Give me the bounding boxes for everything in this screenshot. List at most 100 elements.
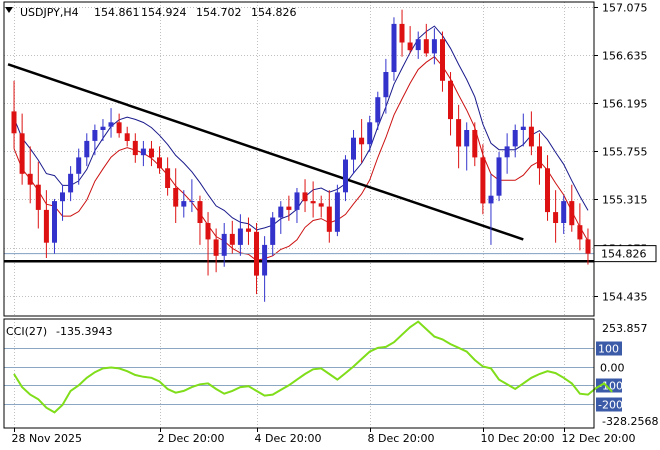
- candle-bear: [197, 201, 203, 223]
- candle-bull: [334, 192, 340, 232]
- time-tick-label: 12 Dec 20:00: [562, 432, 636, 445]
- candle-bull: [504, 146, 510, 158]
- candle-bear: [286, 206, 292, 210]
- axis-layer: 28 Nov 2025 2 Dec 20:00 4 Dec 20:00 8 Dec 2…: [3, 1, 657, 445]
- time-tick-label: 2 Dec 20:00: [158, 432, 225, 445]
- candle-bull: [221, 233, 227, 256]
- candle-bear: [359, 137, 365, 145]
- candle-bull: [262, 244, 268, 276]
- candle-bull: [520, 126, 526, 130]
- price-tick-label: 155.315: [602, 194, 648, 207]
- candle-bull: [415, 39, 421, 51]
- candles-layer: [11, 9, 591, 302]
- cci-level-tag: [596, 378, 622, 393]
- candle-bear: [399, 23, 405, 43]
- indicator-lines-layer: [4, 26, 594, 263]
- candle-bull: [464, 130, 470, 147]
- candle-bear: [132, 140, 138, 156]
- candle-bear: [246, 228, 251, 232]
- candle-bull: [189, 201, 195, 203]
- cci-level-label: 0.00: [600, 362, 625, 375]
- price-panel-frame: [3, 1, 595, 317]
- candle-bull: [391, 23, 397, 72]
- current-price-tag: [593, 245, 657, 263]
- candle-bull: [351, 137, 356, 160]
- cci-name: CCI(27): [6, 325, 47, 338]
- close-price: 154.826: [251, 6, 297, 19]
- candle-bull: [181, 201, 187, 207]
- candle-bear: [318, 203, 324, 207]
- candle-bull: [92, 130, 98, 141]
- candle-bear: [165, 168, 171, 188]
- cci-level-label: 100: [598, 343, 619, 356]
- candle-bear: [124, 133, 130, 141]
- candle-bear: [326, 206, 332, 232]
- candle-bear: [254, 231, 259, 276]
- candle-bear: [423, 39, 429, 54]
- price-tick-label: 156.195: [602, 98, 648, 111]
- high-price: 154.924: [141, 6, 187, 19]
- candle-bull: [375, 97, 381, 123]
- candle-bear: [448, 80, 453, 120]
- candle-bear: [472, 130, 478, 158]
- candle-bear: [213, 239, 219, 256]
- cci-value: -135.3943: [56, 325, 112, 338]
- candle-bear: [157, 157, 162, 169]
- candle-bear: [480, 157, 486, 204]
- candle-bear: [35, 184, 41, 210]
- candle-bull: [294, 192, 300, 210]
- candle-bear: [537, 146, 542, 169]
- candle-bear: [27, 173, 33, 185]
- cci-max-label: 253.857: [602, 322, 648, 335]
- candle-bear: [149, 148, 154, 158]
- candle-bear: [440, 39, 445, 81]
- cci-panel-frame: [3, 318, 595, 429]
- candle-bear: [229, 233, 235, 245]
- candle-bear: [302, 192, 308, 202]
- candle-bull: [367, 122, 373, 145]
- time-tick-label: 28 Nov 2025: [12, 432, 82, 445]
- current-price-label: 154.826: [601, 248, 647, 261]
- price-tick-label: 154.435: [602, 291, 648, 304]
- time-tick-label: 8 Dec 20:00: [368, 432, 435, 445]
- cci-line: [13, 320, 613, 414]
- time-tick-label: 4 Dec 20:00: [255, 432, 322, 445]
- time-tick-label: 10 Dec 20:00: [481, 432, 555, 445]
- dropdown-arrow-icon[interactable]: [5, 7, 13, 13]
- candle-bull: [561, 201, 567, 223]
- price-tick-label: 155.755: [602, 146, 648, 159]
- candle-bear: [456, 119, 462, 147]
- candle-bull: [84, 140, 90, 158]
- candle-bear: [569, 201, 575, 226]
- cci-level-label: -200: [598, 399, 623, 412]
- price-tick-label: 156.635: [602, 50, 648, 63]
- candle-bear: [585, 239, 591, 254]
- candle-bull: [431, 39, 437, 54]
- candle-bear: [19, 133, 25, 174]
- trendline: [7, 63, 524, 241]
- candle-bull: [108, 122, 114, 127]
- candle-bull: [237, 228, 243, 245]
- cci-level-tag: [596, 341, 622, 356]
- candle-bear: [11, 111, 17, 134]
- candle-bear: [116, 122, 122, 134]
- candle-bull: [343, 159, 348, 193]
- price-tick-label: 157.075: [602, 2, 648, 15]
- candle-bull: [512, 130, 518, 147]
- candle-bull: [488, 195, 494, 204]
- candle-bull: [383, 72, 389, 98]
- cci-min-label: -328.2568: [602, 415, 658, 428]
- candle-bull: [278, 206, 284, 218]
- candle-bear: [577, 225, 583, 240]
- candle-bear: [528, 126, 534, 147]
- candle-bear: [173, 188, 179, 207]
- open-price: 154.861: [94, 6, 140, 19]
- candle-bear: [205, 223, 211, 240]
- candle-bear: [553, 212, 559, 223]
- candle-bull: [140, 148, 146, 156]
- candle-bull: [496, 157, 502, 196]
- candle-bull: [270, 217, 276, 245]
- candle-bull: [100, 126, 106, 130]
